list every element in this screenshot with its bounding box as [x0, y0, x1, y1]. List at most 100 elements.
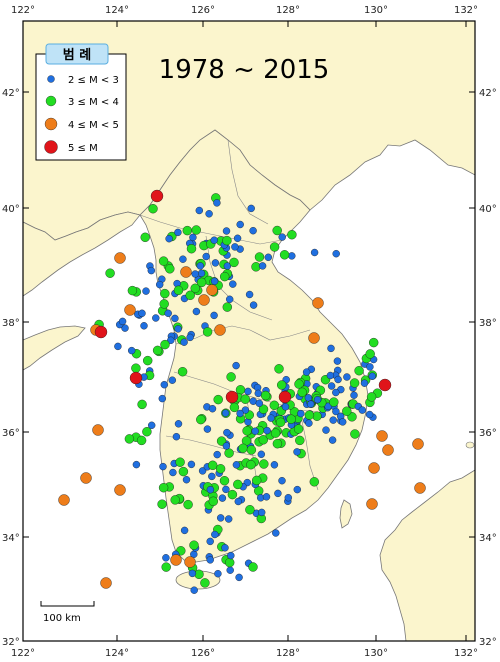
event-m3 [248, 562, 258, 572]
event-m3 [274, 364, 284, 374]
event-m3 [224, 557, 235, 568]
event-m2 [244, 387, 252, 396]
event-m3 [259, 459, 269, 469]
event-m3 [215, 464, 226, 474]
event-m2 [203, 425, 212, 433]
event-m2 [360, 379, 369, 387]
event-m2 [284, 494, 292, 502]
event-m2 [366, 363, 374, 371]
event-m3 [224, 448, 234, 458]
event-m2 [254, 389, 262, 398]
event-m4 [414, 482, 426, 494]
event-m4 [308, 332, 320, 344]
event-m2 [190, 586, 198, 594]
event-m2 [138, 309, 146, 317]
event-m2 [174, 420, 183, 428]
event-m2 [213, 450, 221, 459]
event-m3 [238, 443, 248, 453]
lat-tick-left: 32° [2, 637, 20, 648]
event-m2 [278, 233, 286, 241]
event-m4 [382, 444, 394, 456]
event-m4 [170, 554, 182, 566]
event-m2 [214, 570, 222, 578]
event-m3 [182, 225, 193, 236]
event-m2 [258, 262, 267, 270]
event-m3 [258, 404, 269, 414]
event-m3 [136, 435, 147, 446]
event-m3 [189, 540, 199, 550]
legend-label-m5: 5 ≤ M [68, 143, 98, 154]
event-m2 [172, 433, 181, 441]
scale-bar: 100 km [40, 601, 95, 624]
legend-title: 범 례 [63, 47, 91, 63]
event-m2 [132, 460, 141, 469]
event-m2 [169, 468, 177, 477]
event-m3 [142, 427, 152, 437]
event-m3 [124, 434, 135, 444]
event-m2 [197, 269, 206, 277]
event-m3 [161, 562, 171, 572]
event-m2 [232, 461, 241, 469]
event-m2 [293, 485, 301, 494]
event-m4 [206, 284, 218, 296]
legend-swatch-m4 [44, 117, 58, 131]
event-m5 [150, 189, 164, 203]
event-m3 [159, 299, 169, 309]
event-m2 [127, 346, 136, 355]
event-m3 [142, 355, 153, 366]
event-m2 [208, 405, 217, 413]
event-m3 [213, 394, 223, 405]
event-m2 [210, 236, 218, 244]
event-m3 [269, 242, 280, 252]
event-m3 [260, 390, 271, 401]
event-m2 [186, 333, 194, 342]
event-m3 [246, 460, 256, 470]
lon-tick-bottom: 126° [191, 648, 215, 659]
event-m3 [222, 235, 232, 246]
event-m2 [327, 382, 336, 390]
event-m2 [264, 253, 272, 261]
event-m3 [207, 460, 218, 470]
event-m2 [188, 569, 197, 578]
event-m3 [366, 392, 377, 402]
event-m3 [208, 496, 219, 506]
event-m2 [307, 400, 315, 408]
event-m3 [277, 380, 287, 390]
lat-tick-right: 32° [479, 637, 497, 648]
event-m2 [333, 357, 342, 365]
scale-bar-line [40, 601, 95, 607]
event-m3 [252, 475, 262, 486]
tick-labels: 122° 124° 126° 128° 130° 132° 122° 124° … [2, 5, 497, 659]
event-m2 [358, 406, 366, 414]
event-m3 [254, 252, 265, 262]
event-m2 [281, 403, 290, 411]
lon-tick-top: 132° [454, 5, 478, 16]
event-m3 [137, 399, 147, 410]
event-m3 [233, 479, 243, 490]
event-m4 [366, 498, 378, 510]
event-m4 [180, 266, 192, 278]
event-m2 [174, 228, 182, 237]
event-m3 [196, 414, 206, 425]
event-m3 [309, 477, 319, 487]
land-tsushima [339, 499, 353, 529]
event-m2 [187, 460, 196, 469]
event-m2 [114, 342, 122, 351]
event-m3 [178, 466, 189, 477]
event-m5 [94, 325, 108, 339]
land-liaodong [22, 211, 141, 297]
event-m2 [191, 270, 199, 278]
event-m2 [322, 426, 330, 434]
land-shandong [22, 325, 86, 371]
event-m2 [213, 199, 221, 207]
event-m3 [235, 385, 246, 395]
event-m3 [160, 288, 170, 299]
event-m3 [186, 243, 197, 254]
event-m3 [342, 406, 352, 416]
event-m2 [236, 220, 244, 229]
event-m3 [158, 256, 169, 266]
event-m2 [218, 494, 227, 502]
event-m2 [274, 489, 282, 498]
